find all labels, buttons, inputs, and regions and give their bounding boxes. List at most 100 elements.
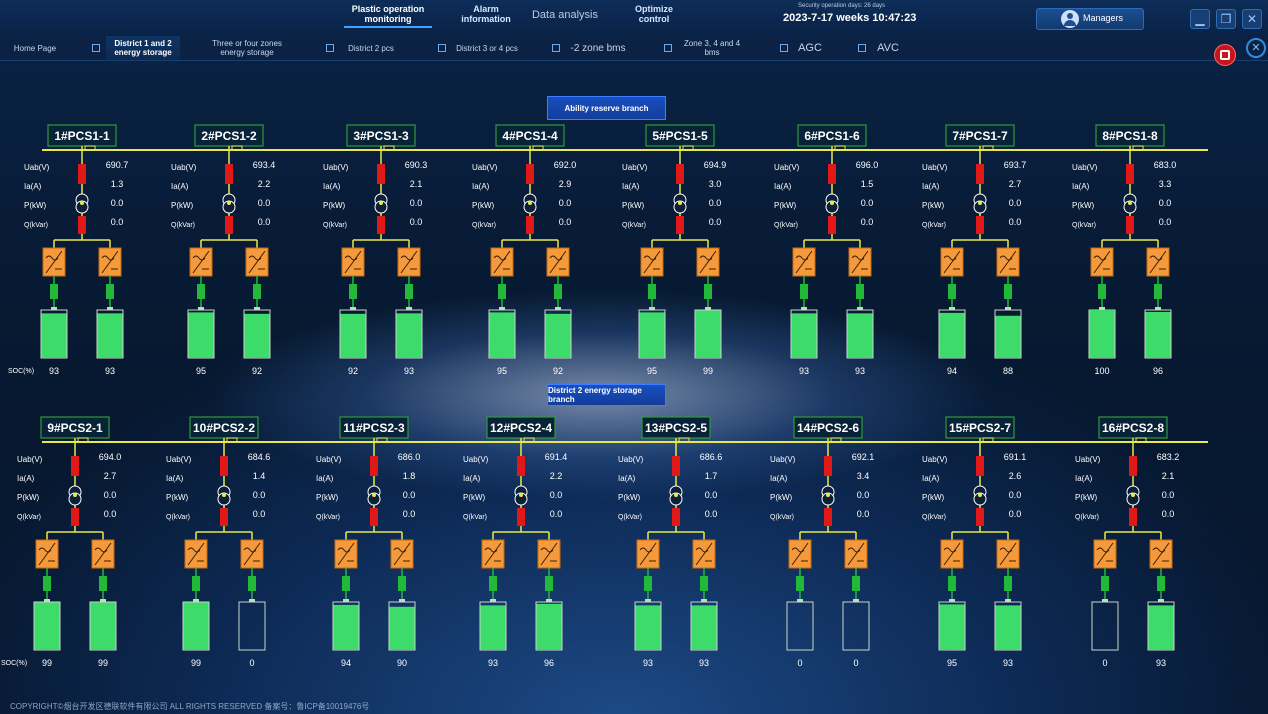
dc-switch[interactable]	[796, 576, 804, 591]
dc-switch[interactable]	[248, 576, 256, 591]
breaker-upper[interactable]	[377, 164, 385, 184]
battery-outline[interactable]	[238, 601, 266, 651]
pcs-ac-wave	[94, 547, 108, 553]
tab-three-four-zones-energy-storage[interactable]: Three or four zones energy storage	[212, 39, 282, 57]
dc-switch[interactable]	[704, 284, 712, 299]
breaker-lower[interactable]	[220, 508, 228, 526]
dc-switch[interactable]	[489, 576, 497, 591]
dc-switch[interactable]	[700, 576, 708, 591]
breaker-lower[interactable]	[676, 216, 684, 234]
breaker-lower[interactable]	[824, 508, 832, 526]
breaker-upper[interactable]	[526, 164, 534, 184]
dc-switch[interactable]	[253, 284, 261, 299]
branch2-title[interactable]: District 2 energy storage branch	[547, 384, 666, 406]
tab-zone-3-4-bms[interactable]: Zone 3, 4 and 4 bms	[664, 36, 746, 60]
nav-alarm-information[interactable]: Alarm information	[461, 4, 511, 24]
dc-switch[interactable]	[398, 576, 406, 591]
dc-switch[interactable]	[852, 576, 860, 591]
dc-switch[interactable]	[644, 576, 652, 591]
dc-switch[interactable]	[50, 284, 58, 299]
battery-outline[interactable]	[786, 601, 814, 651]
settings-tool-icon[interactable]: ✕	[1246, 38, 1266, 58]
dc-switch[interactable]	[948, 284, 956, 299]
dc-switch[interactable]	[1004, 284, 1012, 299]
tab-agc[interactable]: AGC	[780, 36, 826, 60]
alarm-icon[interactable]	[1214, 44, 1236, 66]
tab-2-zone-bms[interactable]: -2 zone bms	[552, 36, 630, 60]
breaker-upper[interactable]	[828, 164, 836, 184]
breaker-lower[interactable]	[1129, 508, 1137, 526]
breaker-upper[interactable]	[517, 456, 525, 476]
tab-avc[interactable]: AVC	[858, 36, 904, 60]
restore-icon[interactable]: ❐	[1216, 9, 1236, 29]
transformer-core-icon	[519, 493, 523, 497]
user-button[interactable]: Managers	[1036, 8, 1144, 30]
breaker-lower[interactable]	[828, 216, 836, 234]
nav-data-analysis[interactable]: Data analysis	[531, 9, 599, 21]
dc-switch[interactable]	[545, 576, 553, 591]
dc-switch[interactable]	[800, 284, 808, 299]
dc-switch[interactable]	[405, 284, 413, 299]
breaker-lower[interactable]	[225, 216, 233, 234]
breaker-upper[interactable]	[220, 456, 228, 476]
breaker-lower[interactable]	[377, 216, 385, 234]
dc-switch[interactable]	[498, 284, 506, 299]
battery-outline[interactable]	[842, 601, 870, 651]
breaker-upper[interactable]	[824, 456, 832, 476]
breaker-lower[interactable]	[526, 216, 534, 234]
measure-value: 690.3	[405, 160, 428, 170]
breaker-upper[interactable]	[676, 164, 684, 184]
measure-value: 686.0	[398, 452, 421, 462]
tab-district-1-2-energy-storage[interactable]: District 1 and 2 energy storage	[92, 36, 180, 60]
dc-switch[interactable]	[1154, 284, 1162, 299]
measure-label: P(kW)	[17, 493, 40, 502]
dc-switch[interactable]	[349, 284, 357, 299]
close-icon[interactable]: ✕	[1242, 9, 1262, 29]
breaker-upper[interactable]	[78, 164, 86, 184]
bus-joint	[682, 145, 694, 151]
breaker-upper[interactable]	[1129, 456, 1137, 476]
nav-plastic-operation-monitoring[interactable]: Plastic operation monitoring	[344, 4, 432, 28]
dc-switch[interactable]	[342, 576, 350, 591]
minimize-icon[interactable]: ▁	[1190, 9, 1210, 29]
dc-switch[interactable]	[1157, 576, 1165, 591]
breaker-lower[interactable]	[517, 508, 525, 526]
dc-switch[interactable]	[554, 284, 562, 299]
breaker-lower[interactable]	[78, 216, 86, 234]
measure-value: 0.0	[253, 490, 266, 500]
dc-switch[interactable]	[648, 284, 656, 299]
breaker-upper[interactable]	[370, 456, 378, 476]
pcs-slash	[344, 250, 362, 274]
breaker-lower[interactable]	[672, 508, 680, 526]
tab-district-2-pcs[interactable]: District 2 pcs	[326, 36, 402, 60]
breaker-upper[interactable]	[1126, 164, 1134, 184]
pcs-slash	[695, 542, 713, 566]
measure-label: P(kW)	[622, 201, 645, 210]
dc-switch[interactable]	[99, 576, 107, 591]
branch1-title[interactable]: Ability reserve branch	[547, 96, 666, 120]
dc-switch[interactable]	[192, 576, 200, 591]
dc-switch[interactable]	[948, 576, 956, 591]
dc-switch[interactable]	[856, 284, 864, 299]
dc-switch[interactable]	[1101, 576, 1109, 591]
breaker-upper[interactable]	[71, 456, 79, 476]
breaker-upper[interactable]	[976, 456, 984, 476]
breaker-upper[interactable]	[672, 456, 680, 476]
breaker-lower[interactable]	[976, 216, 984, 234]
dc-switch[interactable]	[1004, 576, 1012, 591]
tab-district-3-4-pcs[interactable]: District 3 or 4 pcs	[438, 36, 522, 60]
breaker-upper[interactable]	[225, 164, 233, 184]
tab-home-page[interactable]: Home Page	[13, 43, 57, 53]
battery-outline[interactable]	[1091, 601, 1119, 651]
dc-switch[interactable]	[1098, 284, 1106, 299]
breaker-lower[interactable]	[370, 508, 378, 526]
dc-switch[interactable]	[43, 576, 51, 591]
breaker-upper[interactable]	[976, 164, 984, 184]
nav-optimize-control[interactable]: Optimize control	[634, 4, 673, 24]
breaker-lower[interactable]	[976, 508, 984, 526]
breaker-lower[interactable]	[1126, 216, 1134, 234]
breaker-lower[interactable]	[71, 508, 79, 526]
tab-label: District 1 and 2 energy storage	[114, 39, 172, 57]
dc-switch[interactable]	[197, 284, 205, 299]
dc-switch[interactable]	[106, 284, 114, 299]
